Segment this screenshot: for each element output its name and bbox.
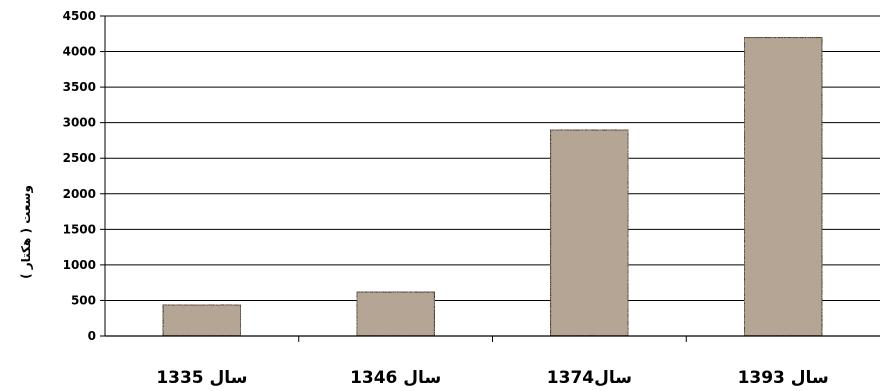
- bar-0: [162, 303, 242, 337]
- y-tick-label: 3000: [63, 116, 96, 130]
- x-category-label: سال 1393: [738, 368, 829, 388]
- y-tick-label: 0: [88, 329, 96, 343]
- y-tick-label: 2000: [63, 187, 96, 201]
- axes: [100, 15, 880, 342]
- y-tick-label: 4500: [63, 9, 96, 23]
- gridlines: [105, 15, 880, 337]
- y-tick-label: 1000: [63, 258, 96, 272]
- y-tick-label: 3500: [63, 80, 96, 94]
- bar-2: [549, 129, 630, 337]
- x-category-label: سال 1346: [350, 368, 441, 388]
- x-category-label: سال 1335: [156, 368, 247, 388]
- y-tick-label: 2500: [63, 151, 96, 165]
- x-category-label: سال1374: [547, 368, 632, 388]
- y-tick-label: 4000: [63, 45, 96, 59]
- bar-1: [355, 291, 436, 337]
- y-tick-label: 1500: [63, 222, 96, 236]
- y-axis-title: وسعت ( هکتار ): [19, 185, 34, 279]
- bar-3: [743, 36, 823, 337]
- y-tick-label: 500: [71, 293, 96, 307]
- bars: [162, 36, 823, 337]
- labels: 0 500 1000 1500 2000 2500 3000 3500 4000 4500 سال …: [63, 9, 829, 388]
